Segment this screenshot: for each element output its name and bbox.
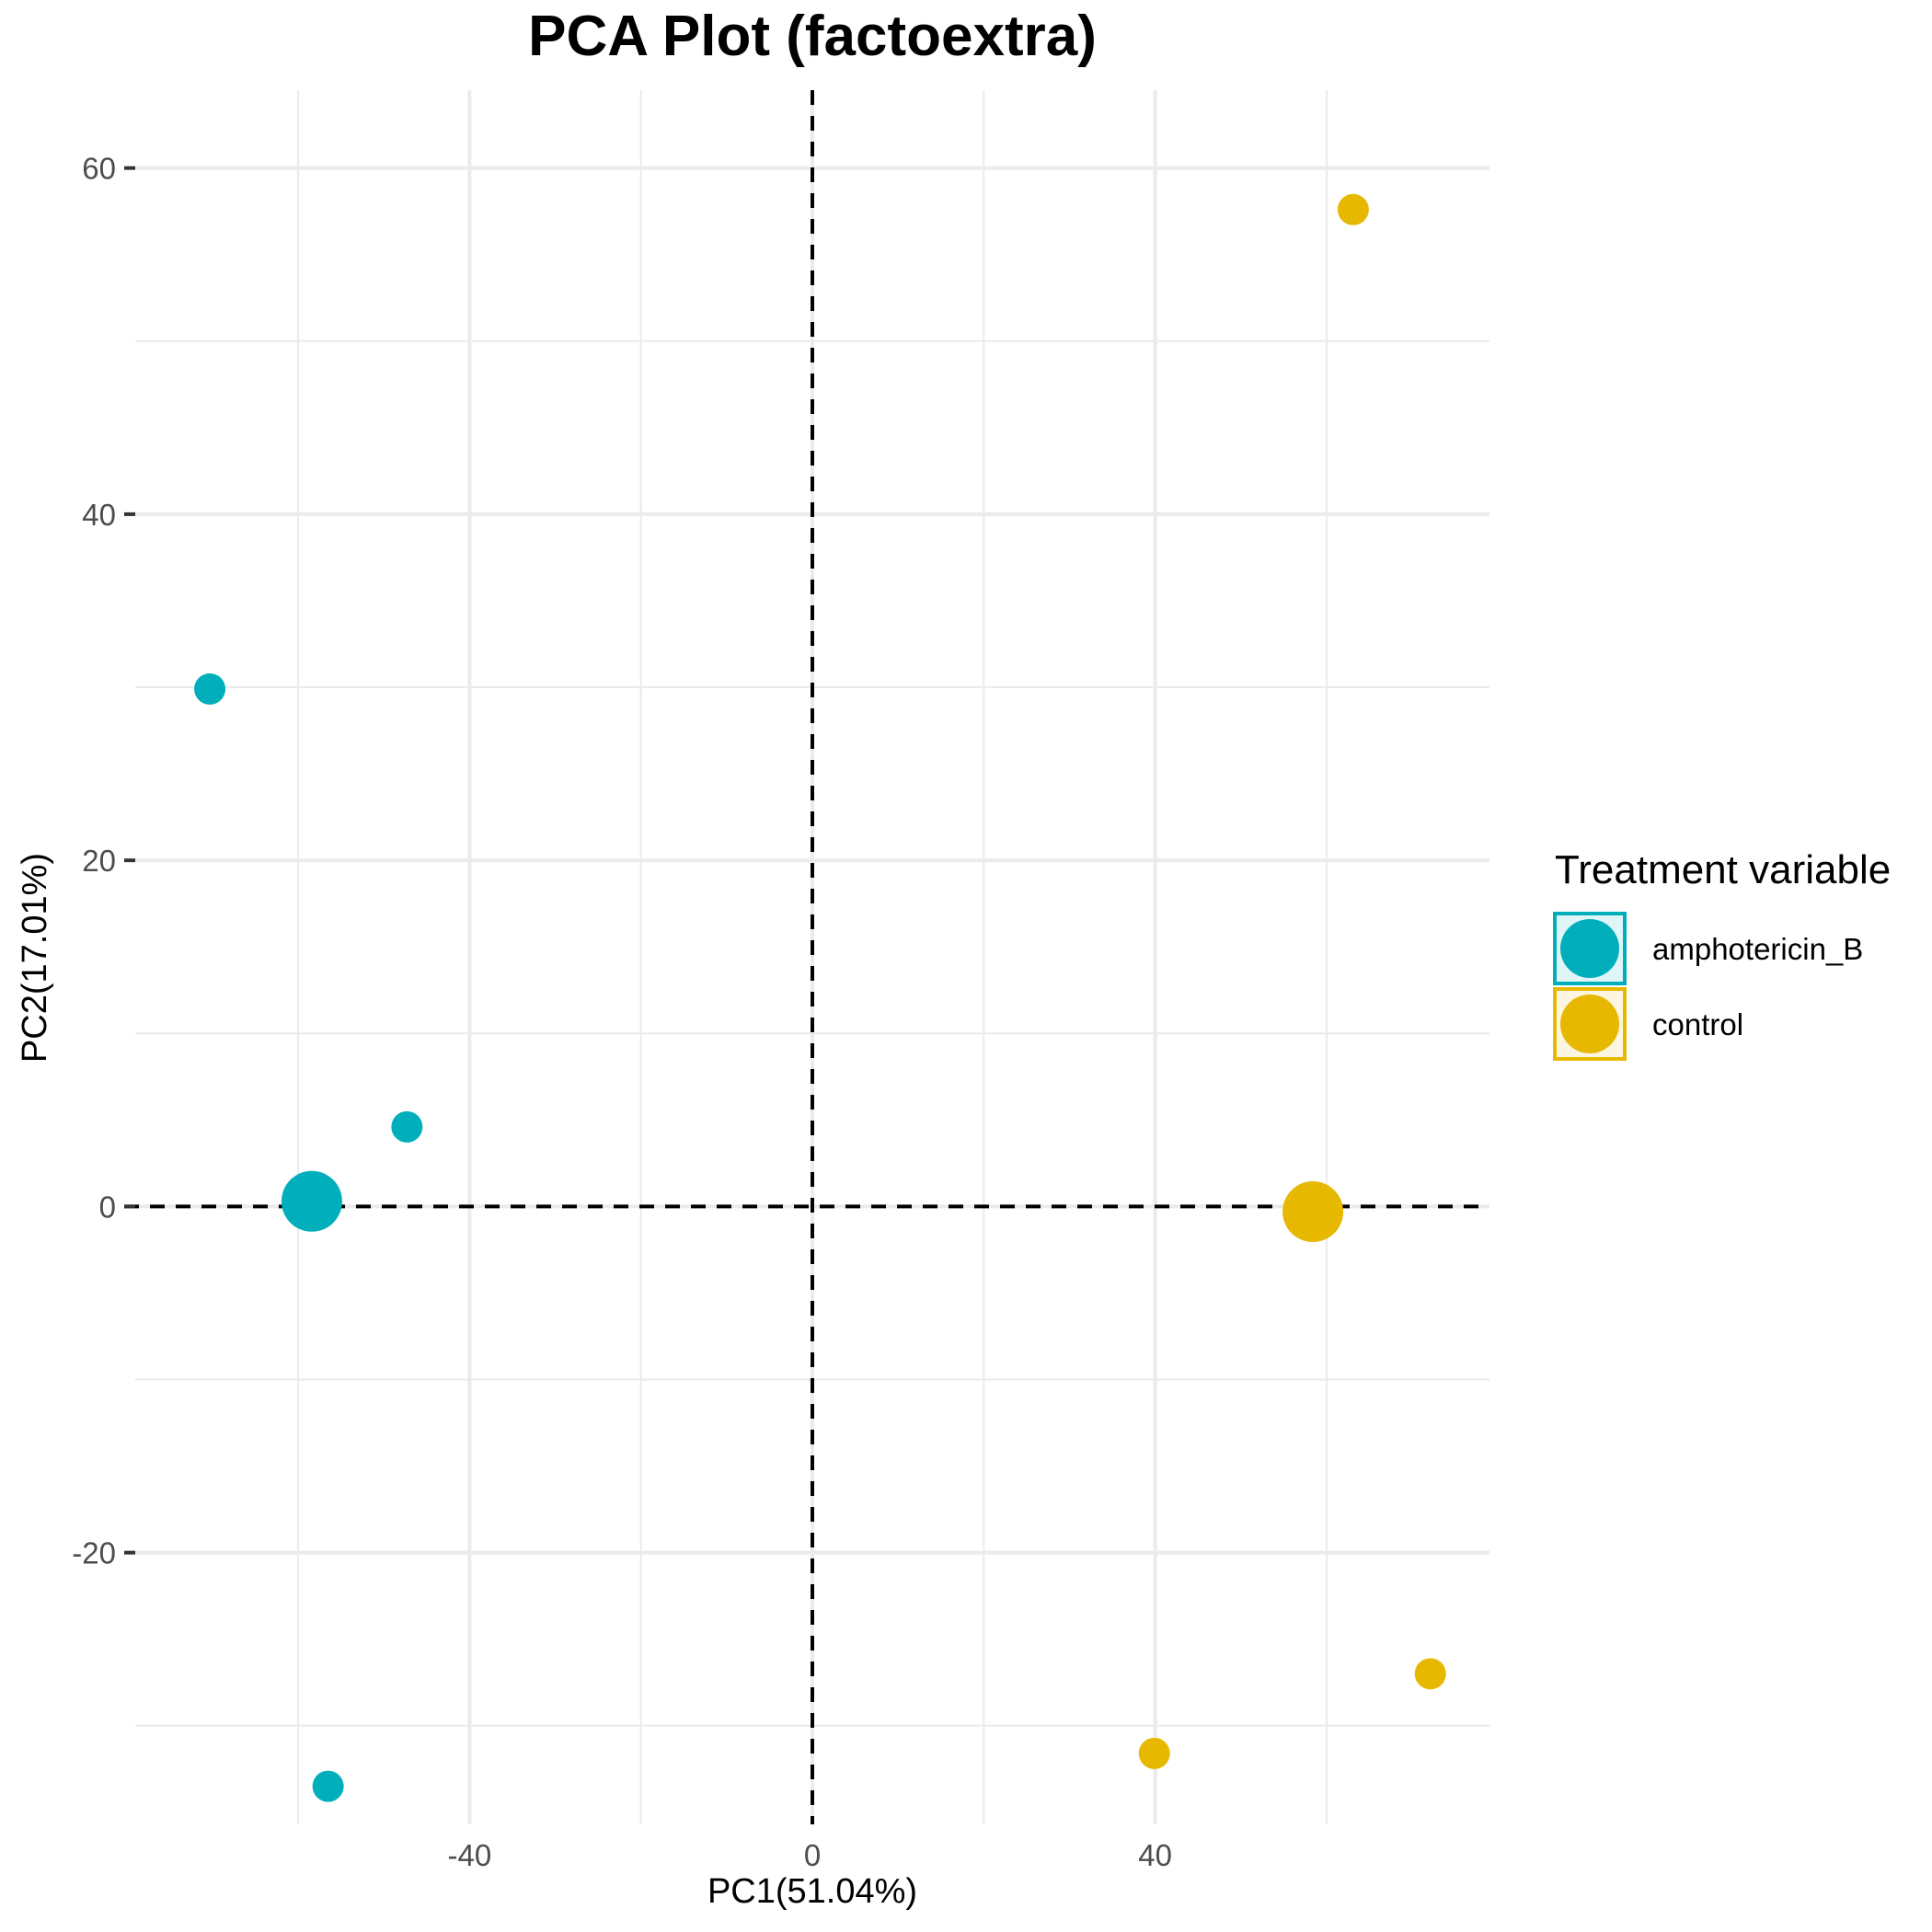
data-point [312,1770,344,1802]
legend-label: amphotericin_B [1652,932,1863,966]
x-tick-label: -40 [447,1838,491,1872]
y-tick-label: 40 [82,498,116,532]
legend-label: control [1652,1007,1743,1041]
group-centroid [1282,1181,1344,1243]
legend-key-dot [1560,995,1619,1053]
x-axis-label: PC1(51.04%) [707,1872,917,1911]
data-point [391,1110,423,1143]
x-tick-label: 40 [1138,1838,1172,1872]
data-point [1414,1658,1446,1690]
data-points [194,193,1446,1802]
y-axis-ticks: -20 0 20 40 60 [72,152,135,1570]
x-tick-label: 0 [804,1838,821,1872]
y-tick-label: -20 [72,1536,116,1570]
chart-title: PCA Plot (factoextra) [528,5,1097,68]
data-point [194,673,226,705]
data-point [1138,1737,1170,1769]
y-tick-label: 60 [82,152,116,186]
y-axis-label: PC2(17.01%) [16,853,54,1063]
data-point [1337,193,1369,225]
y-tick-label: 0 [99,1190,116,1224]
legend-title: Treatment variable [1555,847,1891,892]
group-centroid [281,1170,342,1232]
y-tick-label: 20 [82,844,116,878]
reference-lines [124,90,1489,1824]
x-axis-ticks: -40 0 40 [447,1838,1172,1872]
legend-key-dot [1560,919,1619,978]
